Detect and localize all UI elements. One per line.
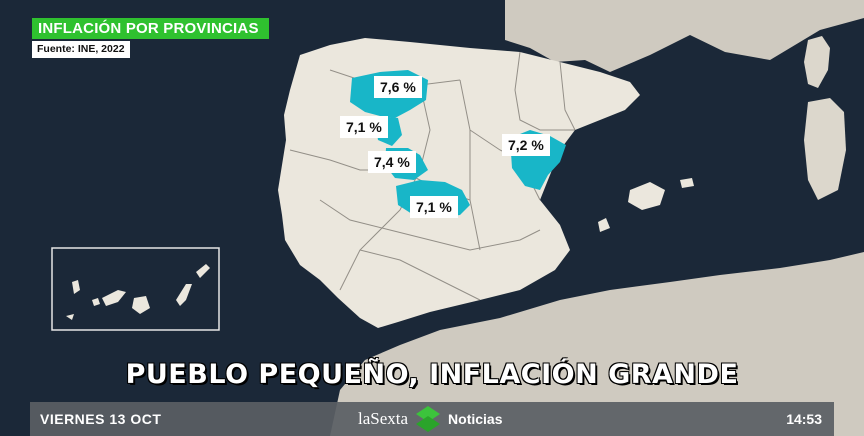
lanzarote-landmass [196, 264, 210, 278]
map-title: INFLACIÓN POR PROVINCIAS [32, 18, 269, 39]
gran-canaria-landmass [132, 296, 150, 314]
la-gomera-landmass [92, 298, 100, 306]
brand-subtitle: Noticias [448, 411, 503, 427]
news-ticker: VIERNES 13 OCT laSexta Noticias 14:53 [30, 402, 834, 436]
fuerteventura-landmass [176, 284, 192, 306]
headline: PUEBLO PEQUEÑO, INFLACIÓN GRANDE [125, 359, 739, 390]
ibiza-landmass [598, 218, 610, 232]
province-label: 7,1 % [340, 116, 388, 138]
province-label: 7,6 % [374, 76, 422, 98]
lasexta-logo-icon [416, 406, 441, 432]
source-note: Fuente: INE, 2022 [32, 41, 130, 58]
brand-name: laSexta [358, 409, 409, 428]
menorca-landmass [680, 178, 694, 188]
province-label: 7,1 % [410, 196, 458, 218]
province-label: 7,4 % [368, 151, 416, 173]
province-label: 7,2 % [502, 134, 550, 156]
sardinia-landmass [804, 98, 846, 200]
mallorca-landmass [628, 182, 665, 210]
canary-islands-inset [51, 247, 220, 331]
channel-brand: laSexta Noticias [358, 402, 503, 436]
france-landmass [505, 0, 864, 72]
tenerife-landmass [102, 290, 126, 306]
ticker-date: VIERNES 13 OCT [40, 411, 162, 427]
ticker-time: 14:53 [786, 411, 822, 427]
corsica-landmass [804, 36, 830, 88]
africa-landmass [330, 252, 864, 436]
el-hierro-landmass [66, 314, 74, 320]
la-palma-landmass [72, 280, 80, 294]
